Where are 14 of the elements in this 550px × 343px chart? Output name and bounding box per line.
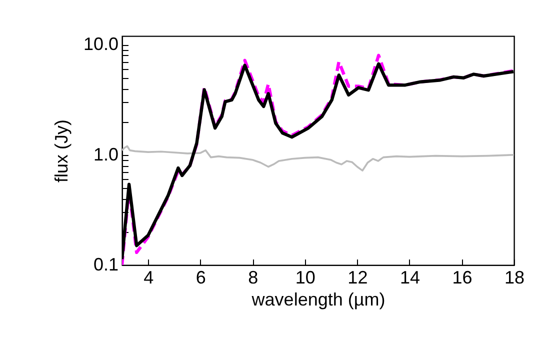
x-tick-label: 16: [452, 268, 472, 288]
x-tick-label: 10: [295, 268, 316, 288]
x-axis-title: wavelength (µm): [250, 290, 386, 310]
x-tick-label: 6: [196, 268, 206, 288]
x-tick-label: 14: [400, 268, 420, 288]
y-tick-label: 0.1: [93, 254, 118, 274]
y-tick-label: 1.0: [93, 144, 118, 164]
x-tick-label: 8: [248, 268, 258, 288]
y-tick-label: 10.0: [83, 34, 118, 54]
y-axis-title: flux (Jy): [51, 120, 72, 182]
x-tick-label: 4: [144, 268, 154, 288]
x-tick-label: 18: [504, 268, 525, 288]
line-series: [122, 145, 514, 172]
x-tick-label: 12: [348, 268, 368, 288]
